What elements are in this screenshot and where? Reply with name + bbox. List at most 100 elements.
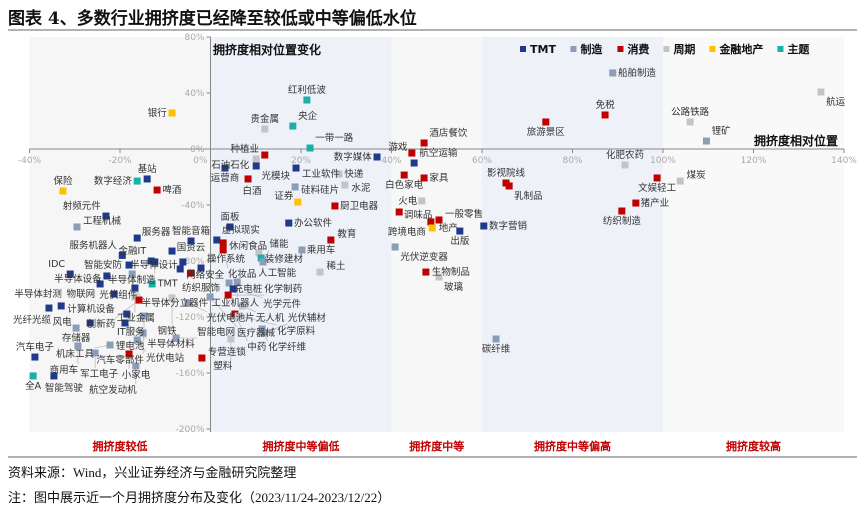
point-label: TMT: [157, 278, 178, 289]
point-label: 储能: [269, 238, 289, 250]
figure-title: 图表 4、多数行业拥挤度已经降至较低或中等偏低水位: [8, 9, 417, 29]
point-label: 小家电: [122, 369, 151, 381]
point-label: 猪产业: [641, 197, 670, 209]
data-point: [234, 312, 242, 320]
leader-line: [263, 323, 288, 334]
x-tick-label: -40%: [18, 156, 42, 166]
data-point: [227, 335, 235, 343]
point-label: 风电: [53, 316, 73, 328]
point-label: 存储器: [62, 332, 91, 344]
y-tick-label: -40%: [181, 201, 205, 211]
data-point: [131, 293, 139, 301]
point-label: 地产: [439, 222, 458, 234]
data-point: [542, 118, 550, 126]
data-point: [133, 177, 141, 185]
point-label: 航运: [826, 96, 846, 108]
point-label: 光伏电池片: [207, 312, 255, 324]
data-point: [31, 353, 39, 361]
point-label: 工业软件: [302, 168, 341, 180]
data-point: [422, 268, 430, 276]
point-label: 一带一路: [315, 132, 354, 144]
data-point: [225, 279, 233, 287]
data-point: [125, 261, 133, 269]
data-point: [135, 296, 143, 304]
data-point: [219, 239, 227, 247]
data-point: [618, 207, 626, 215]
data-point: [331, 202, 339, 210]
data-point: [601, 111, 609, 119]
x-tick-label: 40%: [381, 156, 401, 166]
data-point: [123, 310, 131, 318]
data-point: [29, 372, 37, 380]
data-point: [102, 212, 110, 220]
leader-line: [233, 288, 263, 299]
data-point: [229, 285, 237, 293]
point-label: 专营连锁: [208, 346, 247, 358]
point-label: IT服务: [117, 326, 145, 338]
point-label: 国资云: [177, 243, 206, 254]
point-label: 装修建材: [265, 253, 304, 265]
point-label: 军工电子: [80, 368, 119, 380]
point-label: 纺织服饰: [182, 282, 220, 294]
data-point: [206, 293, 214, 301]
zone-label: 拥挤度较高: [726, 439, 781, 453]
point-label: 半导体材料: [147, 338, 195, 350]
point-label: 旅游景区: [527, 126, 566, 138]
point-label: 文娱轻工: [638, 182, 677, 194]
point-label: 面板: [220, 211, 240, 223]
data-point: [492, 335, 500, 343]
point-label: 白酒: [243, 185, 263, 197]
point-label: 银行: [148, 107, 168, 119]
point-label: 商用车: [50, 364, 79, 376]
data-point: [621, 161, 629, 169]
x-tick-label: -20%: [108, 156, 132, 166]
data-point: [428, 224, 436, 232]
point-label: 光模块: [261, 170, 290, 182]
leader-line: [115, 299, 140, 319]
legend-label: 周期: [673, 42, 695, 56]
zone-label: 拥挤度中等: [409, 439, 464, 453]
data-point: [147, 257, 155, 265]
point-label: 证券: [274, 190, 294, 202]
data-point: [327, 236, 335, 244]
data-point: [132, 362, 140, 370]
point-label: 化学纤维: [268, 341, 307, 353]
data-point: [395, 208, 403, 216]
point-label: 基站: [138, 163, 158, 175]
point-label: 光伏组件: [99, 289, 138, 301]
data-point: [66, 270, 74, 278]
x-tick-label: 20%: [291, 156, 311, 166]
point-label: 公路铁路: [671, 106, 710, 118]
data-point: [408, 149, 416, 157]
legend-label: 主题: [787, 42, 810, 56]
zone-band: [391, 37, 482, 432]
data-point: [233, 278, 241, 286]
point-label: 光伏辅材: [288, 312, 327, 324]
point-label: 光纤光缆: [13, 314, 52, 326]
point-label: 无人机: [256, 312, 285, 324]
point-label: 运营商: [211, 172, 240, 184]
data-point: [168, 109, 176, 117]
zone-band: [482, 37, 663, 432]
point-label: 航空运输: [419, 147, 458, 159]
data-point: [294, 198, 302, 206]
point-label: 塑料: [213, 360, 233, 372]
data-point: [702, 137, 710, 145]
legend-marker: [709, 46, 716, 52]
data-point: [91, 349, 99, 357]
data-point: [261, 151, 269, 159]
data-point: [133, 234, 141, 242]
point-label: 虚拟现实: [222, 224, 260, 236]
data-point: [110, 290, 118, 298]
point-label: 影视院线: [487, 167, 526, 179]
data-point: [456, 227, 464, 235]
y-axis-title: 拥挤度相对位置变化: [213, 42, 321, 57]
data-point: [435, 216, 443, 224]
point-label: 物联网: [67, 288, 96, 300]
data-point: [168, 247, 176, 255]
point-label: 化学制药: [264, 283, 302, 295]
data-point: [221, 164, 229, 172]
data-point: [261, 125, 269, 133]
point-label: 跨境电商: [388, 226, 426, 238]
